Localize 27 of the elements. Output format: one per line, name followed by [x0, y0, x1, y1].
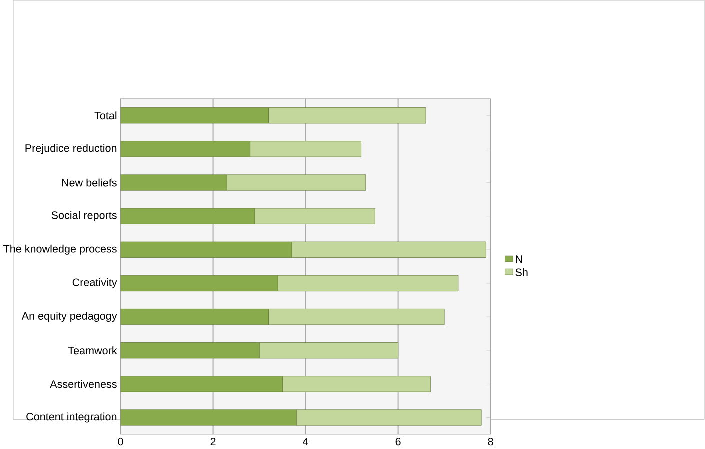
bar	[120, 309, 269, 326]
x-tick-label: 0	[118, 438, 124, 446]
bar	[120, 108, 269, 124]
y-tick-label: Assertiveness	[50, 380, 117, 388]
bar	[120, 275, 278, 292]
x-tick-label: 4	[303, 438, 308, 446]
y-tick-label: Creativity	[72, 278, 118, 289]
bar	[120, 174, 228, 191]
y-tick-label: New beliefs	[62, 178, 117, 187]
y-tick-label: An equity pedagogy	[22, 312, 118, 322]
y-tick-label: Teamwork	[68, 346, 118, 355]
legend-label: Sh	[516, 268, 528, 276]
x-tick-label: 2	[210, 438, 216, 446]
y-tick-label: Prejudice reduction	[26, 144, 117, 154]
x-tick-label: 6	[396, 438, 401, 446]
bar	[120, 410, 297, 426]
y-tick-label: Total	[94, 112, 117, 120]
bar	[120, 376, 283, 392]
bar	[120, 242, 292, 258]
y-tick-label: Social reports	[52, 211, 117, 222]
bar	[120, 208, 256, 224]
legend-label: N	[516, 256, 522, 264]
y-tick-label: Content integration	[26, 412, 117, 423]
bar	[120, 141, 250, 158]
x-tick-label: 8	[488, 438, 494, 446]
bar	[120, 342, 260, 359]
y-tick-label: The knowledge process	[4, 244, 117, 255]
